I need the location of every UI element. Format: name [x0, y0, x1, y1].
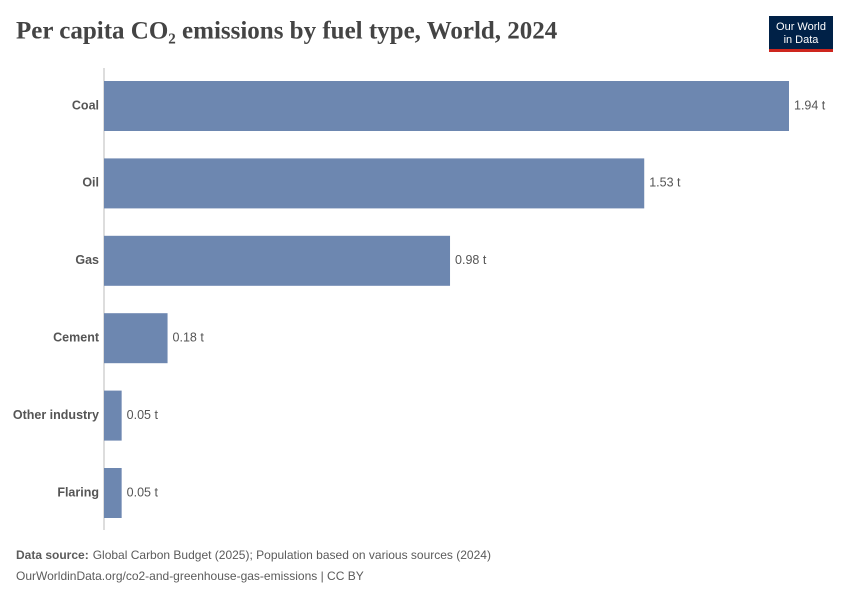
- logo-box: [769, 16, 833, 52]
- logo-text: Our World: [776, 21, 826, 33]
- category-label: Other industry: [13, 408, 99, 422]
- bar: [104, 235, 451, 286]
- category-label: Flaring: [57, 485, 99, 499]
- category-label: Oil: [82, 176, 99, 190]
- logo-stripe: [769, 49, 833, 52]
- source-text: Global Carbon Budget (2025); Population …: [93, 548, 491, 562]
- logo-text: in Data: [784, 34, 820, 46]
- source-url: OurWorldinData.org/co2-and-greenhouse-ga…: [16, 569, 364, 583]
- bar: [104, 468, 122, 518]
- value-label: 0.05 t: [127, 408, 159, 422]
- category-label: Cement: [53, 330, 100, 344]
- source-line: Data source: Global Carbon Budget (2025);…: [16, 548, 491, 562]
- logo: Our World in Data: [769, 16, 833, 52]
- value-label: 0.98 t: [455, 253, 487, 267]
- bar: [104, 81, 789, 131]
- value-label: 1.94 t: [794, 98, 826, 112]
- bar: [104, 158, 645, 209]
- source-label: Data source:: [16, 548, 89, 562]
- value-label: 0.05 t: [127, 485, 159, 499]
- value-label: 1.53 t: [649, 176, 681, 190]
- chart-title: Per capita CO₂ emissions by fuel type, W…: [16, 18, 558, 45]
- category-label: Coal: [72, 98, 99, 112]
- value-label: 0.18 t: [173, 330, 205, 344]
- category-label: Gas: [75, 253, 99, 267]
- bar: [104, 390, 122, 441]
- bar: [104, 313, 168, 364]
